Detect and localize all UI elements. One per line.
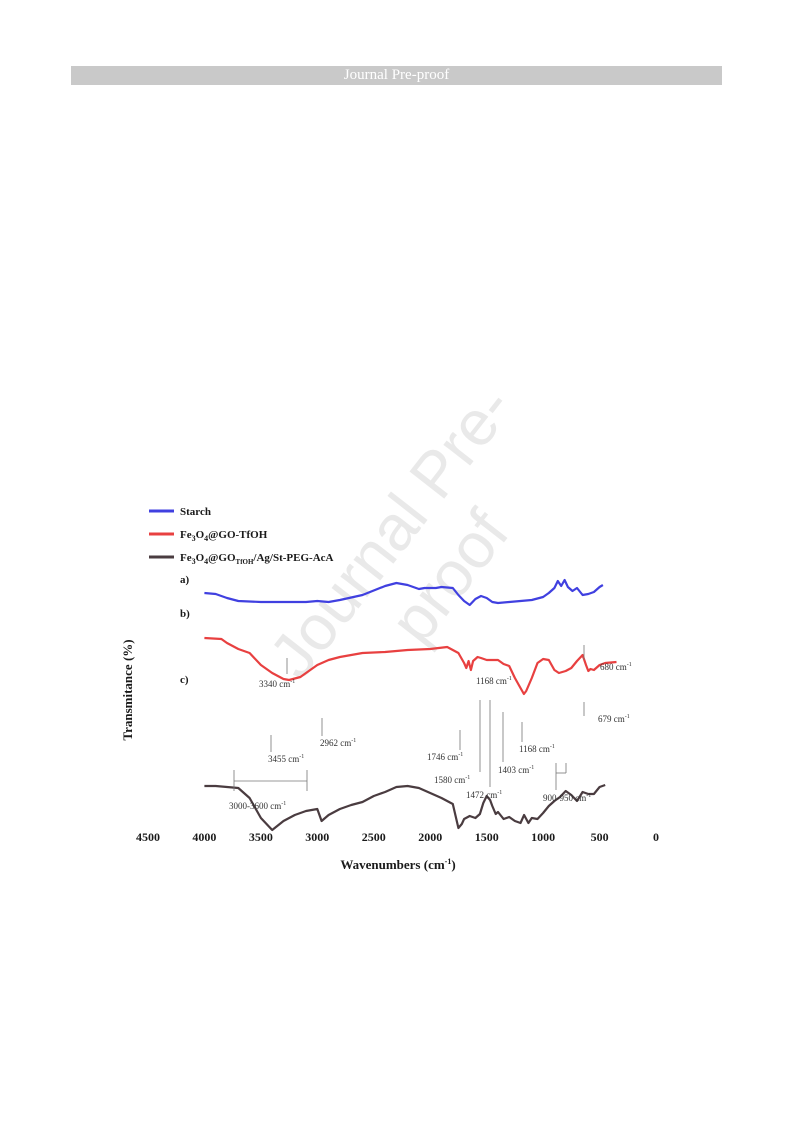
- x-axis-title: Wavenumbers (cm-1): [340, 857, 455, 872]
- x-tick-label: 1000: [531, 830, 555, 844]
- annotation-label: 3340 cm-1: [259, 679, 295, 689]
- annotation-label: 1580 cm-1: [434, 775, 470, 785]
- legend-label-fe3o4-go-tfoh: Fe3O4@GO-TfOH: [180, 529, 268, 543]
- y-axis-title: Transmitance (%): [120, 639, 135, 740]
- annotation-label: 679 cm-1: [598, 714, 630, 724]
- x-tick-label: 0: [653, 830, 659, 844]
- x-tick-label: 4000: [192, 830, 216, 844]
- x-tick-label: 3500: [249, 830, 273, 844]
- trace-label-b: b): [180, 608, 190, 620]
- annotation-label: 1168 cm-1: [476, 676, 512, 686]
- annotation-label: 3000-3600 cm-1: [229, 801, 286, 811]
- annotation-label: 2962 cm-1: [320, 738, 356, 748]
- legend-label-starch: Starch: [180, 506, 211, 518]
- legend-label-composite: Fe3O4@GOTfOH/Ag/St-PEG-AcA: [180, 552, 334, 566]
- series-line-3: [204, 783, 606, 832]
- x-tick-label: 2500: [362, 830, 386, 844]
- legend: Starch Fe3O4@GO-TfOH Fe3O4@GOTfOH/Ag/St-…: [149, 506, 334, 566]
- x-tick-label: 1500: [475, 830, 499, 844]
- annotation-label: 900-950 cm-1: [543, 793, 591, 803]
- trace-label-a: a): [180, 574, 190, 586]
- annotation-label: 1168 cm-1: [519, 744, 555, 754]
- journal-header-bar: Journal Pre-proof: [71, 66, 722, 85]
- trace-label-c: c): [180, 674, 189, 686]
- x-tick-label: 2000: [418, 830, 442, 844]
- x-tick-label: 4500: [136, 830, 160, 844]
- x-tick-labels: 4500 4000 3500 3000 2500 2000 1500 1000 500 0: [136, 830, 659, 844]
- x-tick-label: 500: [591, 830, 609, 844]
- x-tick-label: 3000: [305, 830, 329, 844]
- annotation-label: 1403 cm-1: [498, 765, 534, 775]
- annotation-label: 680 cm-1: [600, 662, 632, 672]
- annotation-label: 1472 cm-1: [466, 790, 502, 800]
- series-line-2: [204, 636, 617, 696]
- series-line-1: [204, 578, 604, 607]
- annotation-layer: 3340 cm-1 680 cm-1 1168 cm-1 679 cm-1 3455 c…: [229, 645, 632, 811]
- series-layer: [204, 578, 617, 832]
- annotation-label: 3455 cm-1: [268, 754, 304, 764]
- annotation-label: 1746 cm-1: [427, 752, 463, 762]
